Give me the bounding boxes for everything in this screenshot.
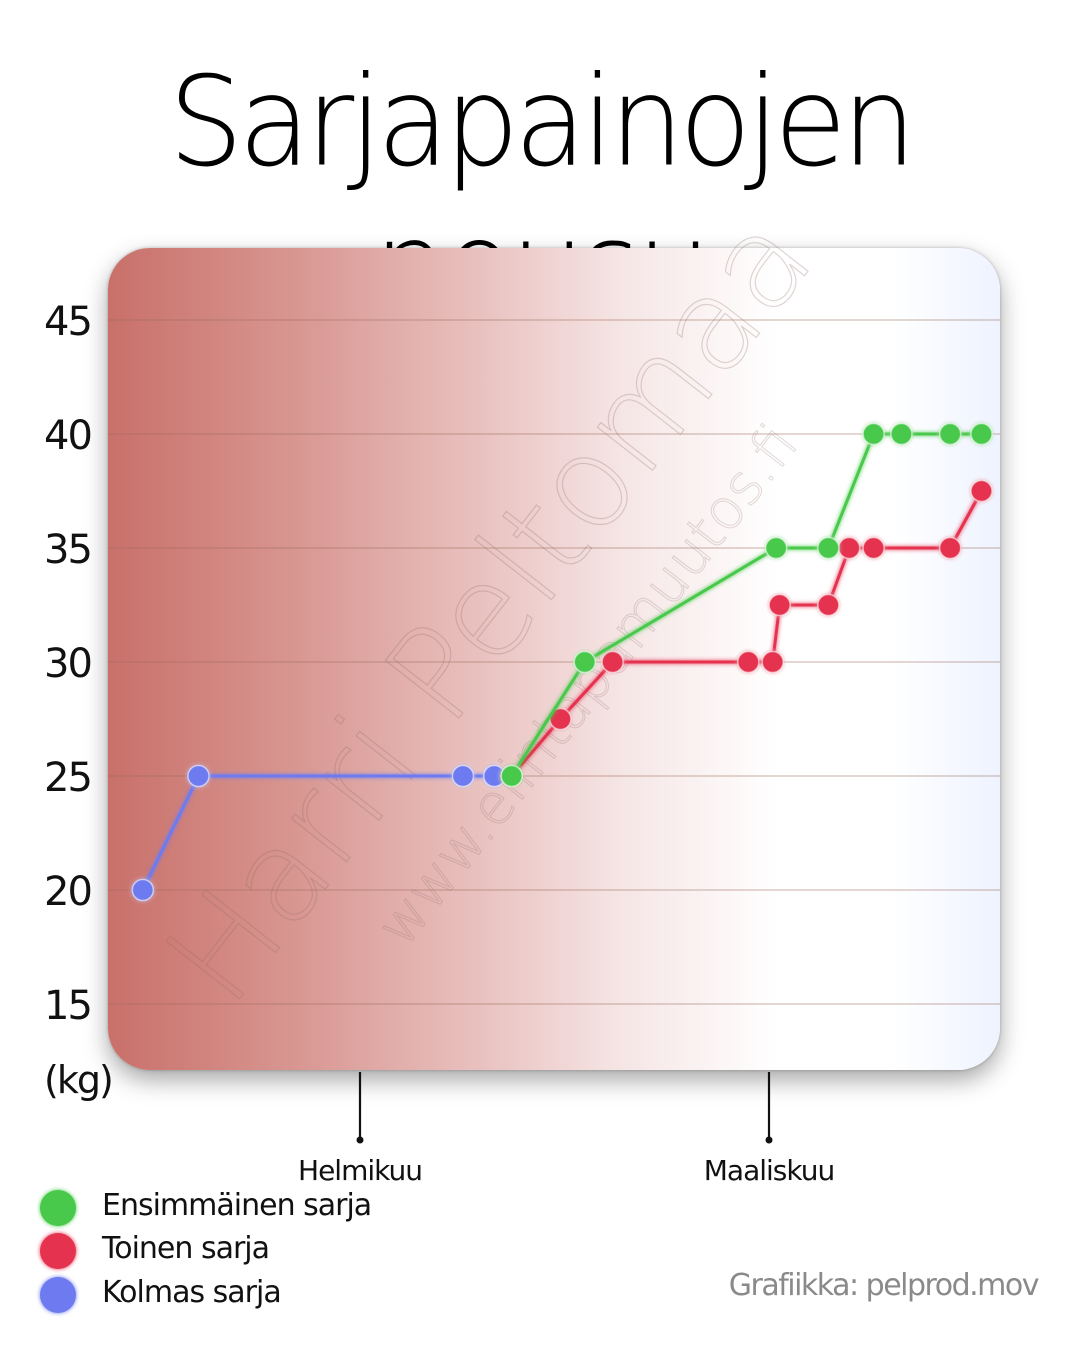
plot-background: [108, 248, 1000, 1070]
data-point: [817, 593, 840, 617]
x-marker-helmikuu: [356, 1072, 364, 1144]
y-tick-label: 30: [44, 641, 91, 687]
x-marker-dot: [765, 1136, 773, 1144]
data-point: [862, 422, 885, 446]
legend-label: Toinen sarja: [102, 1231, 270, 1266]
data-point: [862, 536, 885, 560]
series-blue: [131, 764, 506, 902]
data-point: [837, 536, 861, 560]
data-point: [187, 764, 210, 788]
data-point: [737, 650, 760, 674]
y-tick-label: 35: [44, 527, 91, 573]
data-point: [970, 422, 993, 446]
data-point: [768, 593, 791, 617]
legend-marker-blue: [40, 1277, 76, 1313]
y-tick-label: 40: [44, 413, 91, 459]
data-point: [970, 479, 993, 503]
watermark-name: Harri Peltomaa: [137, 187, 841, 1030]
y-tick-label: 20: [44, 869, 91, 915]
series-green: [500, 422, 993, 788]
data-point: [601, 650, 624, 674]
y-tick-labels: 15 20 25 30 35 40 45: [44, 299, 93, 1029]
legend-label: Kolmas sarja: [102, 1275, 282, 1310]
x-marker-label-helmikuu: Helmikuu: [298, 1154, 423, 1187]
legend-marker-green: [40, 1190, 76, 1226]
graphic-credit: Grafiikka: pelprod.mov: [728, 1268, 1040, 1303]
data-point: [938, 422, 962, 446]
x-marker-dot: [356, 1136, 364, 1144]
data-point: [764, 536, 788, 560]
data-point: [573, 650, 597, 674]
data-point: [451, 764, 475, 788]
y-tick-label: 25: [44, 755, 91, 801]
data-point: [938, 536, 962, 560]
x-marker-maaliskuu: [765, 1072, 773, 1144]
data-point: [500, 764, 523, 788]
data-point: [761, 650, 784, 674]
legend-marker-red: [40, 1233, 76, 1269]
data-point: [131, 878, 155, 902]
y-tick-label: 15: [44, 983, 91, 1029]
data-point: [817, 536, 840, 560]
y-axis-unit-label: (kg): [44, 1058, 114, 1102]
y-tick-label: 45: [44, 299, 91, 345]
series-line-blue: [141, 774, 495, 891]
legend-label: Ensimmäinen sarja: [102, 1188, 372, 1223]
x-marker-label-maaliskuu: Maaliskuu: [703, 1154, 835, 1187]
data-point: [890, 422, 913, 446]
